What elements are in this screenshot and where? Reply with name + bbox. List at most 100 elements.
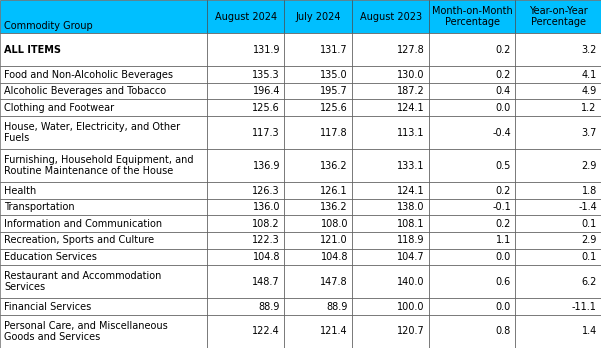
Bar <box>0 149 207 182</box>
Text: 135.0: 135.0 <box>320 70 348 80</box>
Bar <box>284 315 352 348</box>
Bar <box>0 182 207 199</box>
Bar <box>515 0 601 33</box>
Text: 135.3: 135.3 <box>252 70 280 80</box>
Bar <box>352 315 429 348</box>
Bar <box>0 0 207 33</box>
Text: 2.9: 2.9 <box>581 161 597 171</box>
Text: August 2024: August 2024 <box>215 11 277 22</box>
Bar <box>284 149 352 182</box>
Text: 88.9: 88.9 <box>258 302 280 311</box>
Text: 108.2: 108.2 <box>252 219 280 229</box>
Text: 104.8: 104.8 <box>320 252 348 262</box>
Text: 100.0: 100.0 <box>397 302 425 311</box>
Bar <box>515 315 601 348</box>
Text: 0.4: 0.4 <box>496 86 511 96</box>
Bar <box>352 149 429 182</box>
Bar <box>429 116 515 149</box>
Text: 2.9: 2.9 <box>581 235 597 245</box>
Bar <box>429 315 515 348</box>
Text: 120.7: 120.7 <box>397 326 425 337</box>
Text: 0.1: 0.1 <box>582 252 597 262</box>
Text: Alcoholic Beverages and Tobacco: Alcoholic Beverages and Tobacco <box>4 86 166 96</box>
Bar <box>429 33 515 66</box>
Text: 133.1: 133.1 <box>397 161 425 171</box>
Bar <box>515 232 601 248</box>
Bar <box>0 265 207 298</box>
Bar <box>352 100 429 116</box>
Bar <box>284 100 352 116</box>
Text: 136.0: 136.0 <box>252 202 280 212</box>
Bar <box>515 248 601 265</box>
Text: 1.8: 1.8 <box>582 185 597 196</box>
Text: 125.6: 125.6 <box>320 103 348 113</box>
Bar <box>352 265 429 298</box>
Bar <box>515 265 601 298</box>
Bar <box>515 298 601 315</box>
Bar <box>284 199 352 215</box>
Bar <box>284 66 352 83</box>
Text: 131.7: 131.7 <box>320 45 348 55</box>
Text: Commodity Group: Commodity Group <box>4 22 93 31</box>
Bar <box>207 116 284 149</box>
Bar <box>284 0 352 33</box>
Bar <box>352 248 429 265</box>
Bar <box>515 33 601 66</box>
Bar <box>352 83 429 100</box>
Bar <box>0 248 207 265</box>
Bar <box>0 199 207 215</box>
Text: 113.1: 113.1 <box>397 128 425 137</box>
Bar <box>429 248 515 265</box>
Bar <box>352 0 429 33</box>
Bar <box>0 116 207 149</box>
Text: 148.7: 148.7 <box>252 277 280 287</box>
Text: Clothing and Footwear: Clothing and Footwear <box>4 103 114 113</box>
Text: 121.0: 121.0 <box>320 235 348 245</box>
Text: 1.2: 1.2 <box>581 103 597 113</box>
Text: 1.4: 1.4 <box>582 326 597 337</box>
Text: Year-on-Year
Percentage: Year-on-Year Percentage <box>529 6 587 27</box>
Text: Information and Communication: Information and Communication <box>4 219 162 229</box>
Text: 108.0: 108.0 <box>320 219 348 229</box>
Bar <box>284 182 352 199</box>
Bar <box>0 83 207 100</box>
Text: 121.4: 121.4 <box>320 326 348 337</box>
Text: -0.4: -0.4 <box>492 128 511 137</box>
Bar <box>284 265 352 298</box>
Bar <box>515 149 601 182</box>
Text: 0.0: 0.0 <box>496 103 511 113</box>
Bar <box>284 116 352 149</box>
Bar <box>515 66 601 83</box>
Text: 0.5: 0.5 <box>495 161 511 171</box>
Text: 0.0: 0.0 <box>496 252 511 262</box>
Text: 195.7: 195.7 <box>320 86 348 96</box>
Text: 124.1: 124.1 <box>397 185 425 196</box>
Text: 0.0: 0.0 <box>496 302 511 311</box>
Text: 3.7: 3.7 <box>581 128 597 137</box>
Bar <box>284 215 352 232</box>
Text: Restaurant and Accommodation
Services: Restaurant and Accommodation Services <box>4 271 162 292</box>
Bar <box>207 0 284 33</box>
Text: -0.1: -0.1 <box>492 202 511 212</box>
Bar <box>207 315 284 348</box>
Text: 124.1: 124.1 <box>397 103 425 113</box>
Text: -1.4: -1.4 <box>578 202 597 212</box>
Bar <box>0 100 207 116</box>
Text: 88.9: 88.9 <box>326 302 348 311</box>
Text: July 2024: July 2024 <box>296 11 341 22</box>
Bar <box>0 315 207 348</box>
Bar <box>352 232 429 248</box>
Text: 1.1: 1.1 <box>496 235 511 245</box>
Bar <box>515 100 601 116</box>
Text: Transportation: Transportation <box>4 202 75 212</box>
Bar <box>429 182 515 199</box>
Bar <box>429 83 515 100</box>
Text: 122.4: 122.4 <box>252 326 280 337</box>
Bar <box>207 66 284 83</box>
Text: -11.1: -11.1 <box>572 302 597 311</box>
Bar <box>352 298 429 315</box>
Bar <box>207 199 284 215</box>
Bar <box>207 265 284 298</box>
Bar <box>207 33 284 66</box>
Bar <box>284 248 352 265</box>
